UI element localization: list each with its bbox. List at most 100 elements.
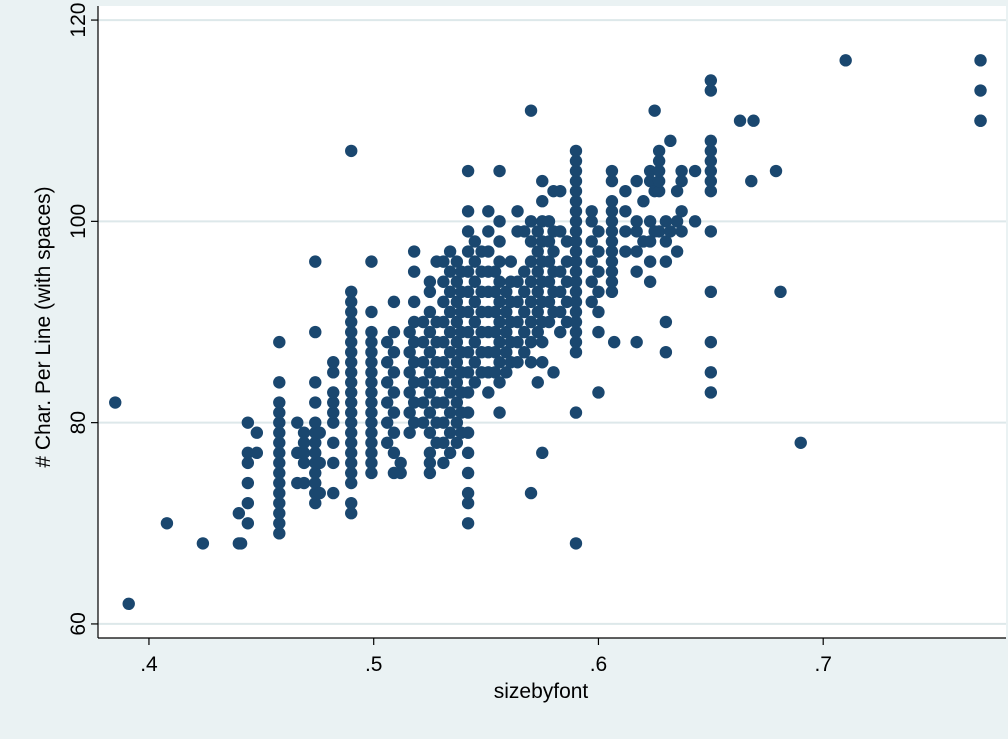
data-point: [327, 406, 340, 419]
data-point: [569, 305, 583, 319]
data-point: [704, 174, 718, 188]
data-point: [569, 184, 583, 198]
data-point: [309, 396, 322, 409]
data-point: [407, 295, 421, 309]
data-point: [407, 416, 421, 429]
data-point: [569, 295, 583, 309]
data-point: [297, 436, 311, 449]
data-point: [380, 376, 394, 389]
data-point: [592, 225, 605, 238]
data-point: [407, 335, 421, 349]
data-point: [569, 406, 583, 419]
data-point: [313, 456, 326, 470]
data-point: [569, 205, 583, 218]
data-point: [297, 456, 311, 470]
data-point: [365, 325, 378, 339]
data-point: [745, 174, 758, 188]
data-point: [423, 275, 437, 288]
data-point: [443, 426, 457, 439]
data-point: [585, 205, 598, 218]
data-point: [403, 406, 416, 419]
data-point: [345, 345, 358, 359]
data-point: [273, 517, 286, 530]
data-point: [592, 245, 605, 258]
data-point: [605, 195, 619, 208]
data-point: [450, 335, 464, 349]
data-point: [443, 366, 457, 379]
data-point: [569, 285, 583, 299]
data-point: [493, 406, 506, 419]
data-point: [619, 245, 632, 258]
data-point: [747, 114, 760, 127]
data-point: [518, 345, 531, 359]
x-tick-label: .6: [590, 653, 608, 676]
data-point: [327, 416, 340, 429]
data-point: [423, 406, 437, 419]
data-point: [450, 436, 464, 449]
data-point: [403, 386, 416, 399]
data-point: [309, 466, 322, 480]
data-point: [643, 164, 657, 178]
data-point: [524, 356, 538, 369]
data-point: [468, 255, 482, 268]
data-point: [437, 456, 450, 470]
data-point: [365, 456, 378, 470]
data-point: [437, 356, 450, 369]
data-point: [309, 325, 322, 339]
data-point: [569, 265, 583, 278]
data-point: [659, 345, 673, 359]
data-point: [196, 537, 210, 550]
data-point: [327, 356, 340, 369]
data-point: [518, 325, 531, 339]
data-point: [407, 356, 421, 369]
data-point: [461, 496, 475, 510]
data-point: [443, 446, 457, 460]
data-point: [309, 436, 322, 449]
data-point: [554, 184, 567, 198]
data-point: [839, 54, 852, 67]
data-point: [482, 386, 495, 399]
data-point: [365, 436, 378, 449]
data-point: [607, 335, 621, 349]
data-point: [443, 386, 457, 399]
data-point: [380, 396, 394, 409]
data-point: [542, 275, 556, 288]
data-point: [569, 325, 583, 339]
data-point: [437, 255, 450, 268]
data-point: [542, 235, 556, 248]
data-point: [659, 315, 673, 329]
data-point: [511, 335, 524, 349]
data-points: [109, 54, 987, 611]
data-point: [493, 376, 506, 389]
data-point: [569, 225, 583, 238]
data-point: [365, 446, 378, 460]
data-point: [488, 265, 502, 278]
data-point: [643, 255, 657, 268]
data-point: [309, 446, 322, 460]
data-point: [774, 285, 787, 299]
data-point: [536, 174, 549, 188]
data-point: [443, 285, 457, 299]
data-point: [670, 245, 684, 258]
data-point: [531, 305, 544, 319]
data-point: [327, 456, 340, 470]
data-point: [423, 446, 437, 460]
data-point: [664, 225, 677, 238]
data-point: [416, 335, 430, 349]
data-point: [531, 245, 544, 258]
data-point: [345, 366, 358, 379]
data-point: [504, 255, 517, 268]
data-point: [585, 275, 598, 288]
data-point: [291, 416, 304, 429]
data-point: [387, 366, 401, 379]
data-point: [688, 164, 702, 178]
data-point: [365, 466, 378, 480]
data-point: [345, 376, 358, 389]
data-point: [443, 305, 457, 319]
data-point: [365, 335, 378, 349]
data-point: [407, 265, 421, 278]
data-point: [232, 507, 246, 520]
data-point: [648, 104, 661, 117]
data-point: [345, 436, 358, 449]
